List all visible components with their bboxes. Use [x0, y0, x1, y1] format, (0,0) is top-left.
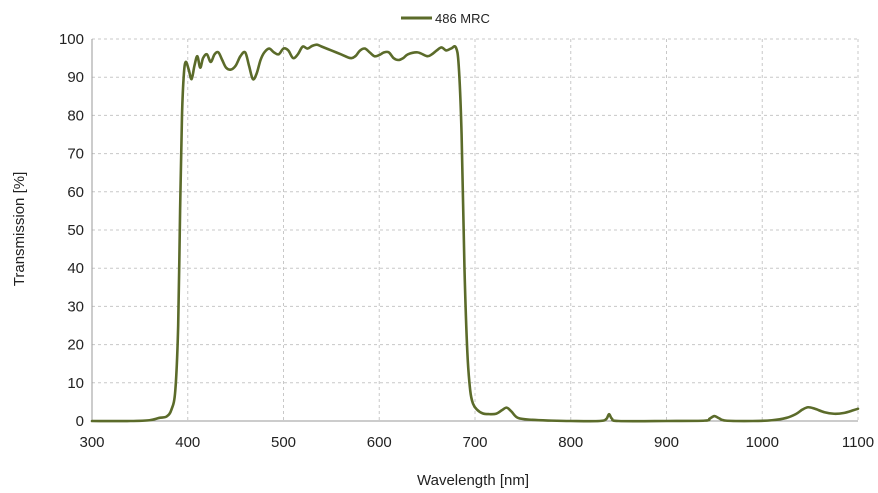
y-tick-label: 90 [67, 69, 84, 86]
y-axis-title: Transmission [%] [11, 172, 28, 286]
x-tick-label: 1000 [746, 434, 779, 451]
x-tick-label: 900 [654, 434, 679, 451]
x-axis-title: Wavelength [nm] [417, 472, 529, 489]
gridlines [92, 38, 859, 421]
y-tick-label: 100 [59, 31, 84, 48]
y-tick-label: 10 [67, 375, 84, 392]
x-tick-label: 1100 [842, 434, 874, 451]
y-tick-labels: 0 10 20 30 40 50 60 70 80 90 100 [59, 31, 84, 430]
y-tick-label: 70 [67, 146, 84, 163]
x-tick-label: 600 [367, 434, 392, 451]
x-tick-label: 700 [462, 434, 487, 451]
x-tick-label: 800 [558, 434, 583, 451]
legend: 486 MRC [401, 11, 490, 26]
y-tick-label: 60 [67, 184, 84, 201]
series-layer [90, 43, 860, 423]
y-tick-label: 20 [67, 337, 84, 354]
y-tick-label: 40 [67, 260, 84, 277]
y-tick-label: 0 [76, 413, 84, 430]
series-line [90, 43, 860, 423]
legend-label: 486 MRC [435, 11, 490, 26]
x-tick-labels: 300 400 500 600 700 800 900 1000 1100 [79, 434, 874, 451]
y-tick-label: 80 [67, 107, 84, 124]
y-tick-label: 30 [67, 298, 84, 315]
x-tick-label: 300 [79, 434, 104, 451]
x-tick-label: 400 [175, 434, 200, 451]
y-tick-label: 50 [67, 222, 84, 239]
x-tick-label: 500 [271, 434, 296, 451]
